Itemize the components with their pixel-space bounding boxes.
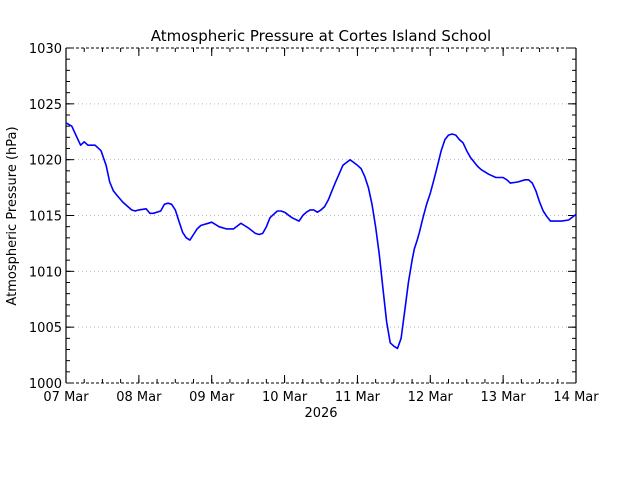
y-tick-label: 1010 [29, 265, 62, 280]
y-tick-label: 1005 [29, 321, 62, 336]
y-tick-label: 1015 [29, 210, 62, 225]
y-tick-label: 1030 [29, 42, 62, 57]
x-tick-label: 08 Mar [116, 390, 162, 405]
y-axis-label: Atmospheric Pressure (hPa) [5, 126, 20, 305]
y-tick-label: 1020 [29, 154, 62, 169]
x-tick-label: 09 Mar [189, 390, 235, 405]
x-axis-label: 2026 [304, 406, 337, 421]
x-axis-ticks: 07 Mar 08 Mar 09 Mar 10 Mar 11 Mar 12 Mar 13 M… [43, 48, 599, 405]
pressure-line [65, 122, 577, 350]
x-tick-label: 12 Mar [408, 390, 454, 405]
y-tick-label: 1000 [29, 377, 62, 392]
grid-lines [66, 103, 576, 328]
x-tick-label: 14 Mar [553, 390, 599, 405]
y-axis-ticks: 1000 1005 1010 1015 1020 1025 1030 [29, 42, 576, 392]
x-tick-label: 11 Mar [335, 390, 381, 405]
y-tick-label: 1025 [29, 98, 62, 113]
chart-title: Atmospheric Pressure at Cortes Island Sc… [151, 27, 491, 45]
x-tick-label: 13 Mar [481, 390, 527, 405]
x-tick-label: 10 Mar [262, 390, 308, 405]
x-tick-label: 07 Mar [43, 390, 89, 405]
